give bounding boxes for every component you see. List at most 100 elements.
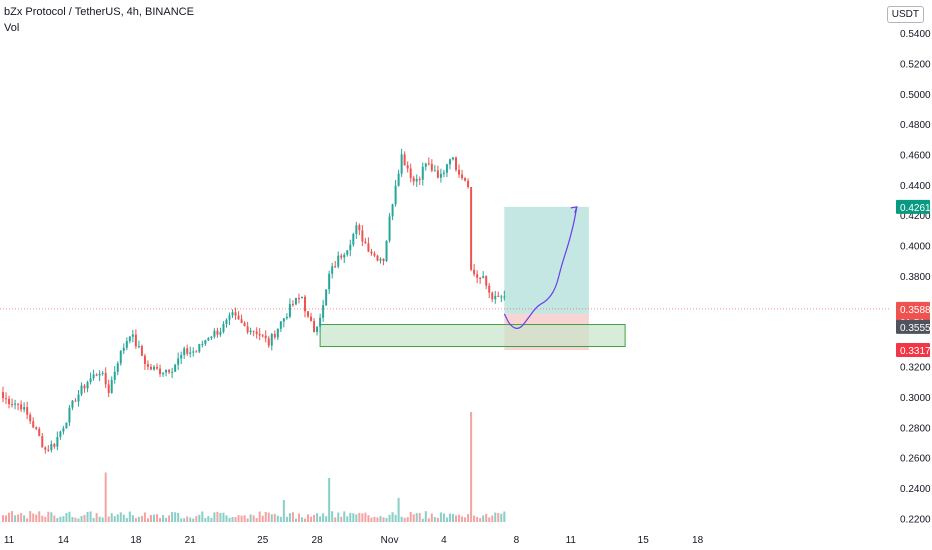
candle-body[interactable]: [168, 369, 171, 373]
candle-body[interactable]: [41, 436, 44, 448]
candle-body[interactable]: [252, 330, 255, 332]
candle-body[interactable]: [119, 350, 122, 364]
candle-body[interactable]: [77, 394, 80, 402]
candle-body[interactable]: [140, 346, 143, 356]
candle-body[interactable]: [343, 254, 346, 258]
candle-body[interactable]: [159, 368, 162, 375]
candle-body[interactable]: [80, 385, 83, 395]
currency-badge[interactable]: USDT: [886, 6, 924, 23]
candle-body[interactable]: [297, 298, 300, 300]
candle-body[interactable]: [156, 366, 159, 369]
candle-body[interactable]: [494, 295, 497, 300]
candle-body[interactable]: [222, 323, 225, 332]
candle-body[interactable]: [26, 407, 29, 415]
candle-body[interactable]: [171, 371, 174, 373]
candle-body[interactable]: [86, 382, 89, 389]
candle-body[interactable]: [370, 251, 373, 254]
entry-price-badge[interactable]: [896, 319, 930, 334]
candle-body[interactable]: [246, 326, 249, 333]
candle-body[interactable]: [300, 296, 303, 299]
candle-body[interactable]: [50, 444, 53, 451]
candle-body[interactable]: [316, 326, 319, 332]
candle-body[interactable]: [328, 273, 331, 290]
candle-body[interactable]: [479, 277, 482, 279]
candle-body[interactable]: [204, 340, 207, 344]
candle-body[interactable]: [32, 421, 35, 428]
candle-body[interactable]: [261, 335, 264, 337]
candle-body[interactable]: [488, 285, 491, 293]
candle-body[interactable]: [346, 250, 349, 255]
target-price-badge[interactable]: [896, 199, 930, 214]
candle-body[interactable]: [125, 341, 128, 348]
stop-price-badge[interactable]: [896, 343, 930, 358]
candle-body[interactable]: [195, 351, 198, 353]
candle-body[interactable]: [53, 444, 56, 447]
candle-body[interactable]: [95, 374, 98, 376]
indicator-label[interactable]: Vol: [4, 22, 20, 34]
candle-body[interactable]: [228, 315, 231, 320]
candle-body[interactable]: [11, 404, 14, 406]
candle-body[interactable]: [491, 292, 494, 300]
candle-body[interactable]: [352, 233, 355, 245]
profit-zone[interactable]: [504, 206, 589, 314]
candle-body[interactable]: [503, 296, 506, 298]
candle-body[interactable]: [116, 363, 119, 372]
candle-body[interactable]: [467, 180, 470, 188]
candle-body[interactable]: [38, 428, 41, 437]
candle-body[interactable]: [56, 436, 59, 447]
candle-body[interactable]: [267, 338, 270, 346]
candle-body[interactable]: [361, 230, 364, 242]
candle-body[interactable]: [20, 404, 23, 410]
candle-body[interactable]: [219, 331, 222, 335]
candle-body[interactable]: [282, 318, 285, 322]
candle-body[interactable]: [189, 352, 192, 354]
candle-body[interactable]: [47, 449, 50, 451]
candle-body[interactable]: [442, 172, 445, 174]
candle-body[interactable]: [409, 168, 412, 178]
candle-body[interactable]: [8, 398, 11, 405]
candle-body[interactable]: [310, 316, 313, 321]
candle-body[interactable]: [207, 338, 210, 341]
candle-body[interactable]: [394, 185, 397, 205]
candle-body[interactable]: [258, 333, 261, 336]
candle-body[interactable]: [427, 163, 430, 165]
candle-body[interactable]: [497, 295, 500, 297]
candle-body[interactable]: [418, 178, 421, 180]
candle-body[interactable]: [110, 379, 113, 393]
candle-body[interactable]: [485, 276, 488, 286]
candle-body[interactable]: [186, 348, 189, 354]
candle-body[interactable]: [68, 407, 71, 423]
candle-body[interactable]: [62, 428, 65, 432]
candle-body[interactable]: [29, 414, 32, 422]
candle-body[interactable]: [313, 320, 316, 332]
candle-body[interactable]: [325, 289, 328, 306]
candle-body[interactable]: [445, 164, 448, 173]
candle-body[interactable]: [225, 319, 228, 324]
candle-body[interactable]: [255, 331, 258, 334]
candle-body[interactable]: [17, 403, 20, 405]
candle-body[interactable]: [5, 398, 8, 400]
candle-body[interactable]: [177, 358, 180, 365]
candle-body[interactable]: [107, 384, 110, 393]
candle-body[interactable]: [213, 330, 216, 337]
candle-body[interactable]: [285, 316, 288, 319]
candle-body[interactable]: [74, 400, 77, 402]
candle-body[interactable]: [331, 266, 334, 274]
candle-body[interactable]: [98, 373, 101, 376]
candle-body[interactable]: [23, 407, 26, 410]
candle-body[interactable]: [65, 422, 68, 429]
candle-body[interactable]: [44, 447, 47, 450]
candle-body[interactable]: [337, 255, 340, 267]
candle-body[interactable]: [35, 427, 38, 429]
candle-body[interactable]: [146, 364, 149, 367]
candle-body[interactable]: [234, 312, 237, 316]
candle-body[interactable]: [334, 266, 337, 268]
candle-body[interactable]: [364, 241, 367, 244]
candle-body[interactable]: [358, 225, 361, 231]
candle-body[interactable]: [104, 372, 107, 385]
candle-body[interactable]: [400, 154, 403, 174]
candle-body[interactable]: [355, 225, 358, 234]
candle-body[interactable]: [473, 269, 476, 275]
candle-body[interactable]: [198, 344, 201, 352]
candle-body[interactable]: [288, 304, 291, 317]
